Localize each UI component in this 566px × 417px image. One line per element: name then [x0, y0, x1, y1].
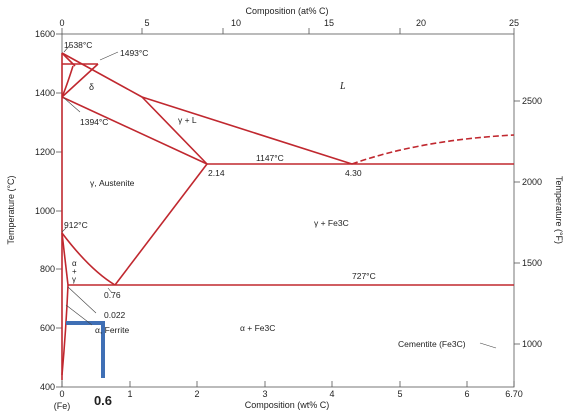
left-tick-label: 1200: [35, 147, 55, 157]
top-tick-label: 10: [231, 18, 241, 28]
label-1394: 1394°C: [80, 117, 108, 127]
label-430: 4.30: [345, 168, 362, 178]
top-axis-label: Composition (at% C): [245, 6, 328, 16]
plot-frame: [61, 33, 515, 388]
acm-line: [114, 163, 208, 286]
left-axis-label: Temperature (°C): [6, 175, 16, 244]
a3-line: [61, 232, 116, 286]
right-axis-label: Temperature (°F): [554, 176, 564, 244]
bottom-tick-label: 3: [262, 389, 267, 399]
label-1493: 1493°C: [120, 48, 148, 58]
leader-1493: [99, 51, 119, 61]
top-axis-ticks: 0 5 10 15 20 25: [59, 18, 519, 34]
leader-ferrite: [65, 304, 93, 326]
phase-boundaries: [61, 52, 515, 380]
top-tick-label: 15: [324, 18, 334, 28]
phase-ferrite: α, Ferrite: [95, 325, 129, 335]
top-tick-label: 5: [144, 18, 149, 28]
label-076: 0.76: [104, 290, 121, 300]
leader-lines: [61, 44, 497, 349]
left-tick-label: 1400: [35, 88, 55, 98]
label-0022: 0.022: [104, 310, 126, 320]
right-tick-label: 1500: [522, 258, 542, 268]
top-tick-label: 0: [59, 18, 64, 28]
bottom-axis-label: Composition (wt% C): [245, 400, 330, 410]
left-tick-label: 400: [40, 382, 55, 392]
label-1538: 1538°C: [64, 40, 92, 50]
marker-path: [66, 321, 105, 378]
marker-composition-label: 0.6: [94, 393, 112, 408]
fe-label: (Fe): [54, 401, 71, 411]
phase-cementite: Cementite (Fe3C): [398, 339, 466, 349]
phase-gamma-liquid: γ + L: [178, 115, 197, 125]
top-tick-label: 25: [509, 18, 519, 28]
left-tick-label: 1600: [35, 29, 55, 39]
bottom-axis-ticks: 0 1 2 3 4 5 6 6.70: [59, 381, 523, 399]
liquidus-right: [141, 96, 353, 165]
top-tick-label: 20: [416, 18, 426, 28]
right-tick-label: 1000: [522, 339, 542, 349]
phase-gamma-cementite: γ + Fe3C: [314, 218, 349, 228]
left-tick-label: 600: [40, 323, 55, 333]
left-axis-ticks: 400 600 800 1000 1200 1400 1600: [35, 29, 62, 392]
label-214: 2.14: [208, 168, 225, 178]
right-tick-label: 2000: [522, 177, 542, 187]
label-727: 727°C: [352, 271, 376, 281]
bottom-tick-label: 6.70: [505, 389, 523, 399]
phase-alpha-gamma-gamma: γ: [72, 275, 76, 284]
leader-1394: [63, 97, 81, 113]
phase-alpha-gamma-plus: +: [72, 267, 77, 276]
bottom-tick-label: 0: [59, 389, 64, 399]
phase-austenite: γ, Austenite: [90, 178, 135, 188]
label-912: 912°C: [64, 220, 88, 230]
phase-delta: δ: [89, 82, 94, 92]
liquidus-left: [61, 52, 208, 165]
composition-marker: [66, 321, 105, 378]
liquidus-cementite: [351, 134, 515, 165]
phase-alpha-cementite: α + Fe3C: [240, 323, 275, 333]
bottom-tick-label: 2: [194, 389, 199, 399]
bottom-tick-label: 4: [329, 389, 334, 399]
bottom-tick-label: 6: [464, 389, 469, 399]
leader-912: [61, 227, 67, 233]
leader-0022: [67, 286, 97, 314]
leader-076: [107, 287, 113, 294]
ferrite-solvus-upper: [61, 232, 69, 286]
delta-gamma-solvus: [61, 63, 99, 98]
right-tick-label: 2500: [522, 96, 542, 106]
left-tick-label: 800: [40, 264, 55, 274]
leader-cementite: [479, 342, 497, 349]
gamma-solidus: [61, 96, 208, 165]
label-1147: 1147°C: [256, 153, 284, 163]
bottom-tick-label: 5: [397, 389, 402, 399]
phase-alpha-gamma-alpha: α: [72, 259, 77, 268]
leader-1538: [63, 44, 71, 53]
ferrite-solvus-lower: [61, 284, 69, 376]
bottom-tick-label: 1: [127, 389, 132, 399]
right-axis-ticks: 1000 1500 2000 2500: [514, 96, 542, 349]
left-tick-label: 1000: [35, 206, 55, 216]
phase-liquid: L: [339, 81, 346, 92]
